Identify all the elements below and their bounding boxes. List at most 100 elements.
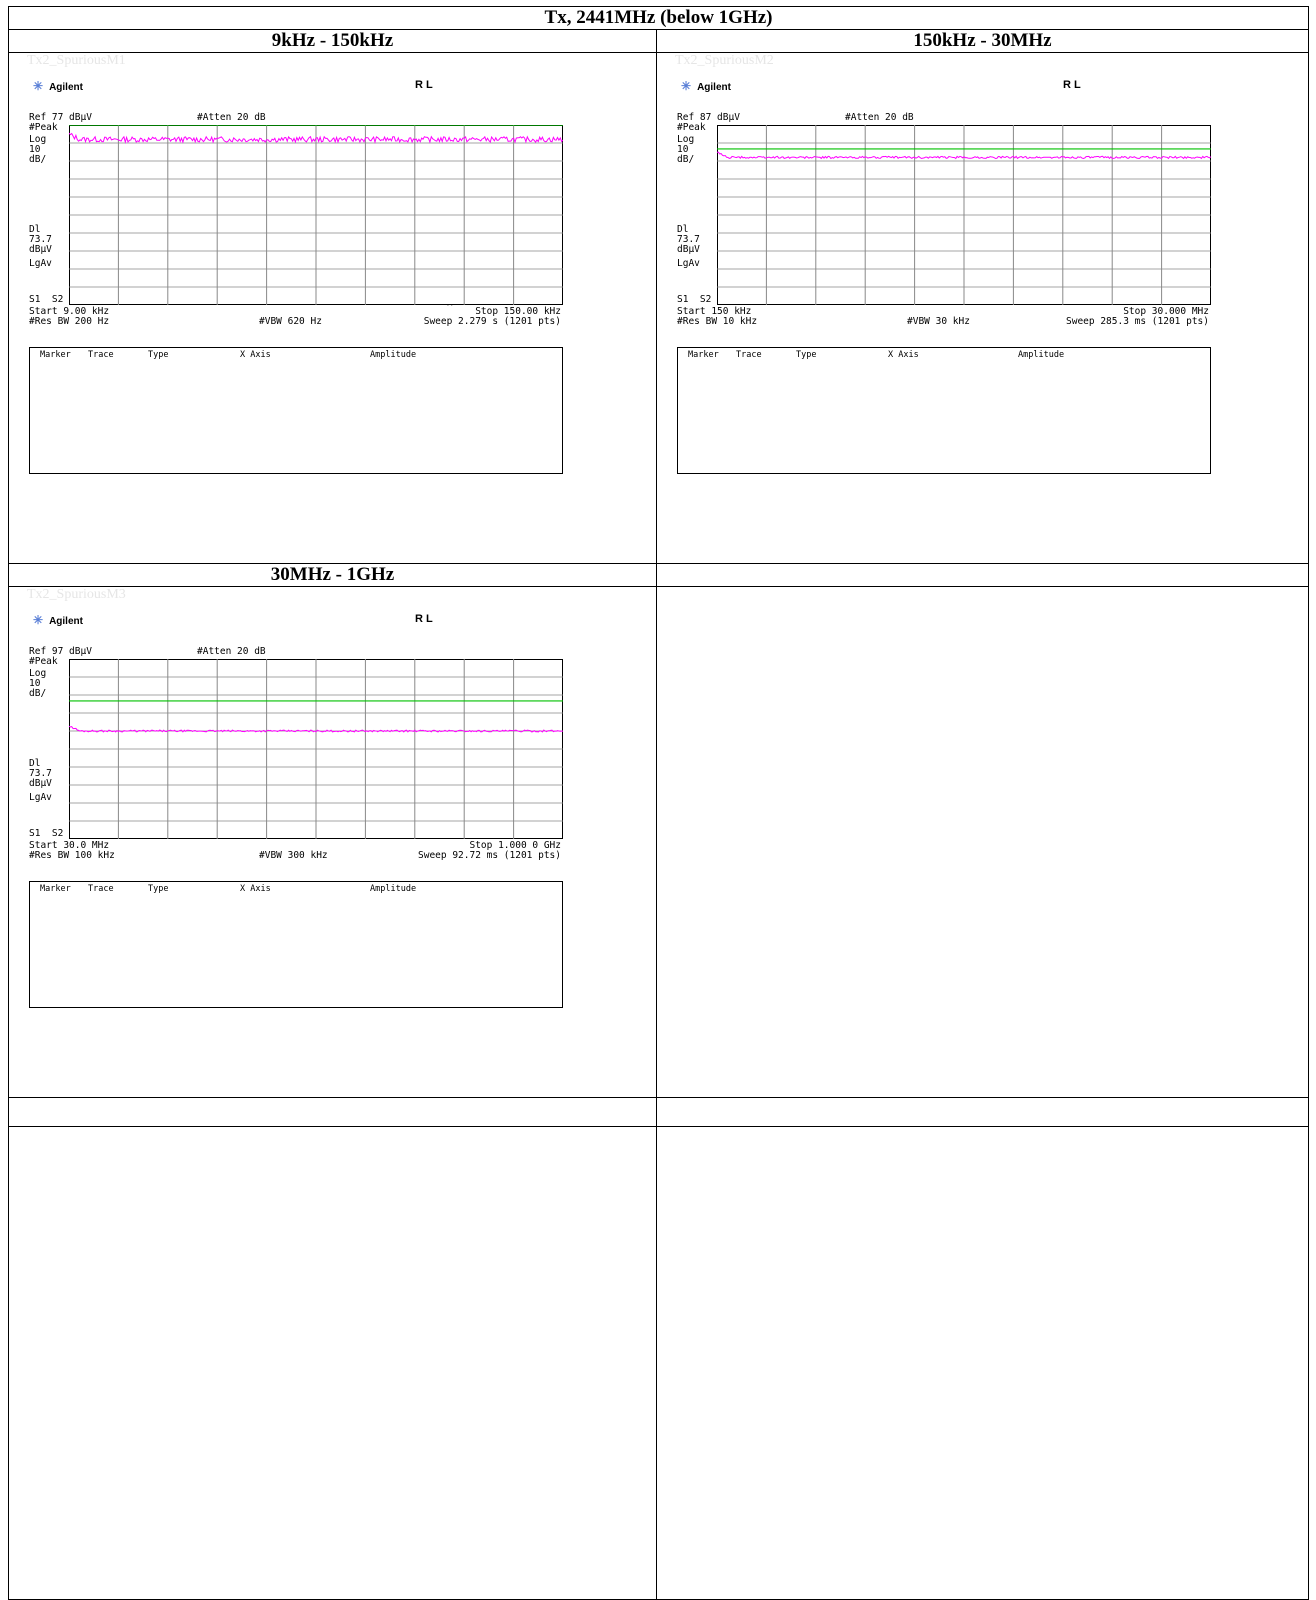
agilent-star-icon: ✳ (33, 613, 44, 627)
rl-indicator: R L (415, 79, 433, 91)
sweep-time: Sweep 92.72 ms (1201 pts) (418, 850, 561, 861)
marker-table: Marker Trace Type X Axis Amplitude (29, 881, 563, 1008)
video-bandwidth: #VBW 30 kHz (907, 316, 970, 327)
agilent-star-icon: ✳ (681, 79, 692, 93)
scale-type: Log (677, 134, 695, 145)
rl-indicator: R L (415, 613, 433, 625)
detector-peak: #Peak (677, 122, 706, 133)
analyzer-screenshot: Tx2_SpuriousM2 ✳ Agilent R L Ref 87 dBµV … (669, 53, 1229, 533)
spectrum-grid (69, 659, 563, 839)
start-frequency: Start 9.00 kHz (29, 306, 110, 317)
ref-level: Ref 87 dBµV (677, 112, 740, 123)
empty-row-right (656, 1097, 1309, 1127)
trace-col-header: Trace (88, 350, 114, 360)
resolution-bandwidth: #Res BW 200 Hz (29, 316, 110, 327)
display-line-unit: dBµV (29, 244, 52, 255)
plot-cell-1: Tx2_SpuriousM1 ✳ Agilent R L Ref 77 dBµV … (8, 52, 657, 564)
display-line-value: 73.7 (29, 234, 52, 245)
scale-unit: dB/ (677, 154, 695, 165)
empty-plot-cell (656, 586, 1309, 1098)
scale-unit: dB/ (29, 154, 47, 165)
trace-line (69, 132, 563, 145)
average-type: LgAv (29, 258, 52, 269)
display-line-value: 73.7 (29, 768, 52, 779)
empty-header (656, 563, 1309, 587)
marker-col-header: Marker (688, 350, 719, 360)
plot-watermark: Tx2_SpuriousM3 (27, 587, 126, 602)
agilent-logo: ✳ Agilent (33, 613, 83, 627)
analyzer-screenshot: Tx2_SpuriousM1 ✳ Agilent R L Ref 77 dBµV … (21, 53, 581, 533)
xaxis-col-header: X Axis (240, 350, 271, 360)
stop-frequency: Stop 1.000 0 GHz (469, 840, 561, 851)
attenuation: #Atten 20 dB (197, 112, 266, 123)
display-line-label: Dl (29, 224, 41, 235)
start-frequency: Start 30.0 MHz (29, 840, 110, 851)
attenuation: #Atten 20 dB (197, 646, 266, 657)
s1-s2-label: S1 S2 (677, 294, 712, 305)
brand-label: Agilent (49, 616, 83, 627)
marker-table: Marker Trace Type X Axis Amplitude (677, 347, 1211, 474)
agilent-logo: ✳ Agilent (681, 79, 731, 93)
brand-label: Agilent (49, 82, 83, 93)
plot-watermark: Tx2_SpuriousM1 (27, 53, 126, 68)
plot-watermark: Tx2_SpuriousM2 (675, 53, 774, 68)
stop-frequency: Stop 150.00 kHz (475, 306, 561, 317)
scale-type: Log (29, 668, 47, 679)
detector-peak: #Peak (29, 122, 58, 133)
analyzer-screenshot: Tx2_SpuriousM3 ✳ Agilent R L Ref 97 dBµV … (21, 587, 581, 1067)
scale-value: 10 (677, 144, 689, 155)
resolution-bandwidth: #Res BW 10 kHz (677, 316, 758, 327)
start-frequency: Start 150 kHz (677, 306, 752, 317)
plot-cell-3: Tx2_SpuriousM3 ✳ Agilent R L Ref 97 dBµV … (8, 586, 657, 1098)
report-title: Tx, 2441MHz (below 1GHz) (8, 6, 1309, 30)
display-line-label: Dl (29, 758, 41, 769)
detector-peak: #Peak (29, 656, 58, 667)
brand-label: Agilent (697, 82, 731, 93)
marker-col-header: Marker (40, 350, 71, 360)
xaxis-col-header: X Axis (240, 884, 271, 894)
type-col-header: Type (148, 350, 169, 360)
spurious-report-table: Tx, 2441MHz (below 1GHz) 9kHz - 150kHz 1… (8, 6, 1309, 1600)
s1-s2-label: S1 S2 (29, 294, 64, 305)
trace-line (717, 151, 1211, 160)
agilent-star-icon: ✳ (33, 79, 44, 93)
empty-row-left (8, 1097, 657, 1127)
spectrum-grid (69, 125, 563, 305)
display-line-label: Dl (677, 224, 689, 235)
amplitude-col-header: Amplitude (370, 350, 417, 360)
video-bandwidth: #VBW 620 Hz (259, 316, 322, 327)
scale-value: 10 (29, 678, 41, 689)
marker-col-header: Marker (40, 884, 71, 894)
range-header-1: 9kHz - 150kHz (8, 29, 657, 53)
ref-level: Ref 97 dBµV (29, 646, 92, 657)
scale-unit: dB/ (29, 688, 47, 699)
average-type: LgAv (29, 792, 52, 803)
marker-table: Marker Trace Type X Axis Amplitude (29, 347, 563, 474)
trace-col-header: Trace (88, 884, 114, 894)
attenuation: #Atten 20 dB (845, 112, 914, 123)
video-bandwidth: #VBW 300 kHz (259, 850, 328, 861)
resolution-bandwidth: #Res BW 100 kHz (29, 850, 115, 861)
type-col-header: Type (796, 350, 817, 360)
plot-cell-2: Tx2_SpuriousM2 ✳ Agilent R L Ref 87 dBµV … (656, 52, 1309, 564)
ref-level: Ref 77 dBµV (29, 112, 92, 123)
agilent-logo: ✳ Agilent (33, 79, 83, 93)
type-col-header: Type (148, 884, 169, 894)
average-type: LgAv (677, 258, 700, 269)
scale-value: 10 (29, 144, 41, 155)
display-line-unit: dBµV (29, 778, 52, 789)
empty-cell-right (656, 1126, 1309, 1600)
trace-line (69, 725, 563, 733)
sweep-time: Sweep 285.3 ms (1201 pts) (1066, 316, 1209, 327)
amplitude-col-header: Amplitude (370, 884, 417, 894)
display-line-value: 73.7 (677, 234, 700, 245)
scale-type: Log (29, 134, 47, 145)
empty-cell-left (8, 1126, 657, 1600)
display-line-unit: dBµV (677, 244, 700, 255)
rl-indicator: R L (1063, 79, 1081, 91)
marker-caret: ^ (447, 302, 453, 313)
xaxis-col-header: X Axis (888, 350, 919, 360)
sweep-time: Sweep 2.279 s (1201 pts) (423, 316, 561, 327)
s1-s2-label: S1 S2 (29, 828, 64, 839)
trace-col-header: Trace (736, 350, 762, 360)
